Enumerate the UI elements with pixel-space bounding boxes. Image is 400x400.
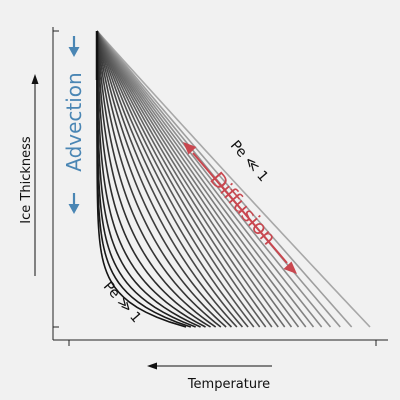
temperature-profile-curve [96, 30, 217, 328]
plot-frame [52, 27, 388, 346]
temperature-profile-curve [96, 30, 323, 328]
temperature-profile-curve [96, 30, 233, 328]
temperature-profile-curve [96, 30, 261, 328]
temperature-profile-curve [96, 30, 222, 328]
x-axis-arrow [147, 362, 272, 370]
temperature-profile-curve [96, 30, 293, 328]
temperature-profile-curve [96, 30, 371, 328]
temperature-profile-curve [96, 30, 249, 328]
temperature-profile-curves [96, 30, 371, 328]
x-axis-label: Temperature [187, 377, 270, 392]
temperature-profile-curve [96, 30, 307, 328]
temperature-profile-curve [96, 30, 332, 328]
advection-arrow-up [68, 36, 80, 57]
temperature-profile-curve [96, 30, 227, 328]
temperature-profile-curve [96, 30, 255, 328]
temperature-profile-curve [96, 30, 315, 328]
temperature-profile-curve [96, 30, 211, 328]
advection-arrow-down [68, 193, 80, 214]
temperature-profile-curve [96, 30, 279, 328]
diffusion-arrow [183, 142, 297, 274]
advection-label: Advection [62, 72, 86, 171]
temperature-profile-curve [96, 31, 187, 328]
temperature-profile-curve [96, 30, 238, 328]
temperature-profile-curve [96, 30, 273, 328]
y-axis-label: Ice Thickness [19, 136, 34, 224]
temperature-profile-curve [96, 30, 244, 328]
temperature-profile-curve [96, 30, 300, 328]
temperature-profile-curve [96, 30, 286, 328]
temperature-profile-curve [96, 30, 267, 328]
temperature-profile-curve [96, 30, 353, 328]
y-axis-arrow [31, 74, 39, 276]
